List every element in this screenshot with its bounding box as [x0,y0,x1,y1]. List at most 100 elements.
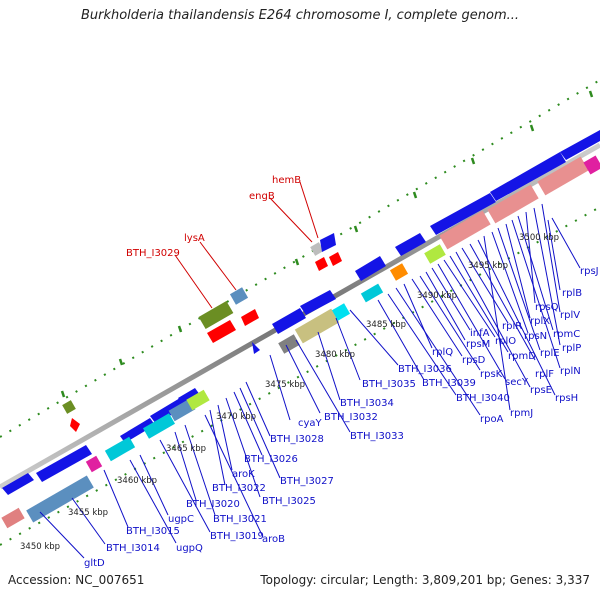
gene-label: rplR [502,321,522,332]
gene-arrow [430,193,496,235]
red-arrow [70,418,80,432]
gene-label: BTH_I3026 [244,454,298,465]
genome-summary: Topology: circular; Length: 3,809,201 bp… [260,573,590,587]
gene-arrow [355,256,386,281]
gene-block [487,184,539,224]
gene-label: ugpQ [176,543,203,554]
gene-block [85,455,103,473]
gene-label: rplE [540,348,560,359]
accession-text: Accession: NC_007651 [8,573,145,587]
gene-block [583,155,600,175]
gene-label: rplP [562,343,581,354]
tick-label: 3465 kbp [166,444,206,454]
gene-label: BTH_I3028 [270,434,324,445]
gene-block-grey [310,242,324,256]
gene-label: engB [249,191,275,202]
gene-label: rpsH [555,393,578,404]
red-arrow [207,320,236,343]
gene-block [294,308,340,344]
tick-label: 3455 kbp [68,508,108,518]
gene-label: BTH_I3020 [186,499,240,510]
gene-block [1,507,25,529]
gene-arrow [395,233,426,256]
gene-label: BTH_I3025 [262,496,316,507]
gene-label: rpsN [524,331,547,342]
gene-label: rplF [535,369,554,380]
gene-arrow [2,473,34,495]
gene-label: rpoA [480,414,504,425]
tick-label: 3460 kbp [117,476,157,486]
gene-label: rpsK [480,369,503,380]
tick-label: 3485 kbp [366,320,406,330]
red-arrow [329,252,342,266]
gene-lysA [229,287,249,305]
gene-arrow [490,152,566,201]
gene-label: gltD [84,558,105,569]
gene-block [143,413,175,439]
gene-label: aroB [262,534,285,545]
gene-block [278,334,300,354]
reverse-strand-genes[interactable] [1,155,600,529]
gene-label: BTH_I3027 [280,476,334,487]
gene-label: infA [470,328,490,339]
red-gene-labels[interactable]: BTH_I3029 lysA engB hemB [126,175,301,259]
scale-labels: 3450 kbp 3455 kbp 3460 kbp 3465 kbp 3470… [20,233,559,552]
tick-label: 3475 kbp [265,380,305,390]
gene-block [104,436,136,462]
gene-label: BTH_I3034 [340,398,394,409]
isolated-features[interactable] [62,252,342,432]
gene-block [360,283,384,303]
gene-arrow [36,445,92,482]
gene-label: cyaY [298,418,323,429]
gene-label: BTH_I3021 [213,514,267,525]
gene-label: rpsJ [580,266,599,277]
gene-label: rpsE [530,385,552,396]
gene-label: BTH_I3015 [126,526,180,537]
gene-label: rplX [530,316,550,327]
gene-label: BTH_I3022 [212,483,266,494]
gene-label: rplQ [432,347,453,358]
gene-arrow [272,308,306,334]
gene-label: BTH_I3032 [324,412,378,423]
gene-label: rplO [495,336,516,347]
red-arrow [241,309,259,326]
tick-label: 3450 kbp [20,542,60,552]
gene-BTH_I3029 [198,300,234,330]
gene-label: hemB [272,175,301,186]
gene-label: rpsM [466,339,490,350]
gene-label: aroK [232,469,255,480]
gene-label: BTH_I3033 [350,431,404,442]
gene-label: rplN [560,366,581,377]
forward-strand-genes[interactable] [2,130,600,495]
gene-arrow [560,130,600,160]
gene-label: BTH_I3029 [126,248,180,259]
gene-block [186,389,210,411]
gene-arrow [252,342,260,354]
gene-label: secY [505,377,529,388]
tick-label: 3470 kbp [216,412,256,422]
tick-label: 3490 kbp [417,291,457,301]
gene-block [537,156,589,196]
inner-dotted-guide [0,206,600,546]
gene-block [389,263,409,281]
gene-block [26,475,94,523]
gene-arrow [320,233,336,252]
olive-block [62,400,76,414]
gene-label: rpsD [462,355,486,366]
gene-label: rpmJ [510,408,533,419]
gene-arrow [120,418,155,443]
gene-label: BTH_I3039 [422,378,476,389]
blue-leaders [39,203,581,559]
red-leaders [174,181,319,309]
gene-label: rplV [560,310,580,321]
gene-label: BTH_I3040 [456,393,510,404]
map-title: Burkholderia thailandensis E264 chromoso… [80,8,520,23]
blue-gene-labels[interactable]: gltD BTH_I3014 BTH_I3015 ugpQ ugpC BTH_I… [84,266,599,569]
gene-label: ugpC [168,514,194,525]
gene-label: BTH_I3035 [362,379,416,390]
gene-label: rpmC [553,329,580,340]
tick-label: 3480 kbp [315,350,355,360]
gene-block [439,210,491,250]
red-arrow [315,257,328,271]
